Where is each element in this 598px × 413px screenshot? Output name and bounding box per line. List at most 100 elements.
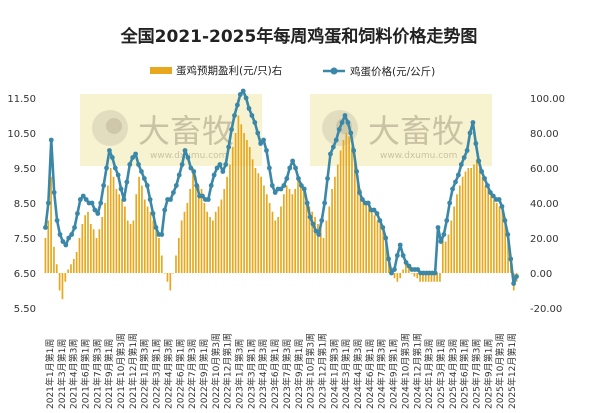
egg-price-point [66, 235, 72, 241]
egg-price-point [450, 186, 455, 192]
profit-bar [436, 273, 438, 282]
egg-price-point [246, 106, 252, 111]
legend-bar-label: 蛋鸡预期盈利(元/只)右 [176, 64, 282, 77]
egg-price-point [394, 253, 400, 258]
egg-price-point [249, 113, 255, 118]
egg-price-point [200, 193, 205, 199]
x-tick-label: 2025年6月第1周 [459, 339, 471, 409]
egg-price-point [464, 148, 470, 153]
egg-price-point [51, 190, 57, 195]
profit-bar [214, 211, 217, 273]
egg-price-point [150, 211, 156, 216]
profit-bar [507, 238, 509, 273]
x-tick-label: 2025年12月第1周 [506, 333, 518, 409]
egg-price-point [173, 183, 179, 188]
profit-bar [345, 133, 348, 273]
egg-price-point [461, 155, 467, 160]
egg-price-point [333, 137, 339, 143]
profit-bar [223, 189, 226, 273]
egg-price-point [185, 155, 191, 160]
profit-bar [50, 176, 52, 273]
profit-bar [209, 217, 211, 273]
profit-bar [288, 189, 291, 273]
egg-price-point [264, 148, 269, 153]
profit-bar [192, 168, 194, 273]
profit-bar [308, 206, 311, 273]
y-right-tick-label: 60.00 [530, 164, 559, 175]
profit-bar [458, 185, 461, 273]
profit-bar [158, 238, 160, 273]
profit-bar [92, 229, 95, 273]
profit-bar [55, 264, 58, 273]
profit-bar [322, 238, 325, 273]
egg-price-point [508, 256, 514, 262]
egg-price-point [104, 165, 109, 171]
profit-bar [464, 171, 467, 273]
profit-bar [356, 176, 359, 273]
egg-price-point [328, 151, 333, 157]
egg-price-point [360, 197, 365, 202]
egg-price-point [336, 127, 342, 132]
profit-bar [149, 211, 152, 273]
profit-bar [72, 259, 75, 273]
egg-price-point [45, 200, 51, 206]
profit-bar [430, 273, 433, 282]
profit-bar [138, 176, 140, 273]
egg-price-point [261, 137, 266, 143]
profit-bar [81, 224, 84, 273]
egg-price-point [348, 130, 354, 136]
profit-bar [183, 211, 186, 273]
egg-price-point [217, 162, 223, 167]
profit-bar [70, 264, 72, 273]
profit-bar [206, 211, 209, 273]
x-tick-label: 2024年12月第1周 [411, 333, 423, 409]
profit-bar [385, 241, 387, 273]
profit-bar [67, 269, 69, 273]
y-right-tick-label: 100.00 [530, 94, 565, 105]
profit-bar [141, 185, 143, 273]
egg-price-point [171, 190, 176, 195]
x-tick-label: 2022年10月第3周 [210, 333, 222, 409]
egg-price-point [406, 263, 412, 269]
egg-price-point [243, 95, 249, 101]
x-tick-label: 2022年4月第3周 [162, 339, 174, 409]
egg-price-point [278, 186, 284, 192]
egg-price-point [511, 281, 517, 286]
profit-bar [277, 217, 280, 273]
egg-price-point [345, 120, 351, 125]
egg-price-point [139, 169, 144, 174]
egg-price-point [487, 190, 493, 195]
x-tick-label: 2025年4月第3周 [447, 339, 459, 409]
profit-bar [441, 234, 444, 273]
x-tick-label: 2021年9月第1周 [103, 339, 115, 409]
profit-bar [498, 206, 501, 273]
x-tick-label: 2023年3月第1周 [245, 339, 257, 409]
profit-bar [78, 238, 81, 273]
y-right-tick-label: -20.00 [530, 304, 562, 315]
egg-price-point [377, 218, 383, 223]
profit-bar [334, 176, 336, 273]
profit-bar [342, 140, 345, 273]
egg-price-point [380, 225, 386, 230]
x-tick-label: 2022年6月第1周 [174, 339, 186, 409]
x-tick-label: 2021年6月第1周 [79, 339, 91, 409]
egg-price-point [293, 165, 298, 171]
profit-bar [433, 273, 436, 282]
egg-price-point [304, 200, 310, 206]
x-tick-label: 2021年1月第1周 [44, 339, 56, 409]
profit-bar [314, 217, 316, 273]
x-tick-label: 2025年7月第3周 [471, 339, 483, 409]
legend: 蛋鸡预期盈利(元/只)右 鸡蛋价格(元/公斤) [150, 64, 435, 78]
egg-price-point [438, 239, 444, 244]
egg-price-point [141, 176, 147, 181]
egg-price-point [322, 200, 328, 206]
profit-bar [487, 189, 490, 273]
egg-price-point [83, 197, 89, 202]
profit-bar [104, 203, 106, 273]
profit-bar [243, 133, 245, 273]
egg-price-point [60, 239, 66, 244]
profit-bar [393, 273, 396, 279]
profit-bar [475, 159, 478, 273]
egg-price-point [351, 148, 357, 153]
egg-price-point [365, 200, 371, 206]
